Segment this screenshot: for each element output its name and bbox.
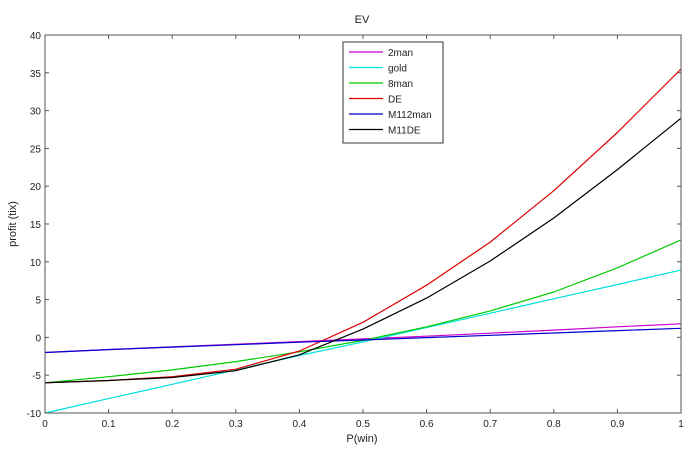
legend-label: gold	[388, 64, 407, 75]
y-tick-label: 20	[30, 182, 42, 193]
y-tick-label: 15	[30, 220, 42, 231]
x-tick-label: 0.8	[547, 419, 561, 430]
plot-frame	[44, 34, 682, 414]
y-tick-label: 30	[30, 107, 42, 118]
x-axis-label: P(win)	[346, 433, 377, 445]
y-tick-label: 10	[30, 258, 42, 269]
legend: 2man gold 8man DE M112man M11DE	[342, 41, 444, 144]
y-tick-label: -10	[27, 409, 42, 420]
x-tick-label: 0.9	[610, 419, 624, 430]
y-tick-label: 25	[30, 144, 42, 155]
x-tick-label: 1	[678, 419, 684, 430]
y-axis-label: profit (tix)	[7, 201, 19, 247]
x-tick-label: 0.2	[165, 419, 179, 430]
y-tick-label: 35	[30, 69, 42, 80]
y-tick-label: 5	[35, 296, 41, 307]
x-tick-label: 0.7	[483, 419, 497, 430]
x-tick-label: 0	[42, 419, 48, 430]
series-line-M112man	[44, 327, 682, 354]
y-tick-label: 0	[35, 333, 41, 344]
x-tick-label: 0.6	[420, 419, 434, 430]
series-line-gold	[44, 269, 682, 414]
legend-box	[342, 41, 444, 144]
legend-label: M112man	[388, 110, 432, 121]
legend-label: DE	[388, 95, 402, 106]
x-tick-label: 0.4	[292, 419, 306, 430]
x-tick-label: 0.5	[356, 419, 370, 430]
x-tick-label: 0.1	[102, 419, 116, 430]
series-line-M11DE	[44, 117, 682, 384]
chart-title: EV	[355, 14, 370, 26]
y-tick-label: -5	[32, 371, 41, 382]
x-tick-label: 0.3	[229, 419, 243, 430]
legend-label: 2man	[388, 48, 413, 59]
legend-label: 8man	[388, 79, 413, 90]
ticks: 0 0.1 0.2 0.3 0.4 0.5 0.6 0.7 0.8 0.9 1 -10 -5 0 5 10 15…	[27, 31, 685, 430]
series-lines	[44, 68, 682, 414]
legend-label: M11DE	[388, 126, 421, 137]
y-tick-label: 40	[30, 31, 42, 42]
